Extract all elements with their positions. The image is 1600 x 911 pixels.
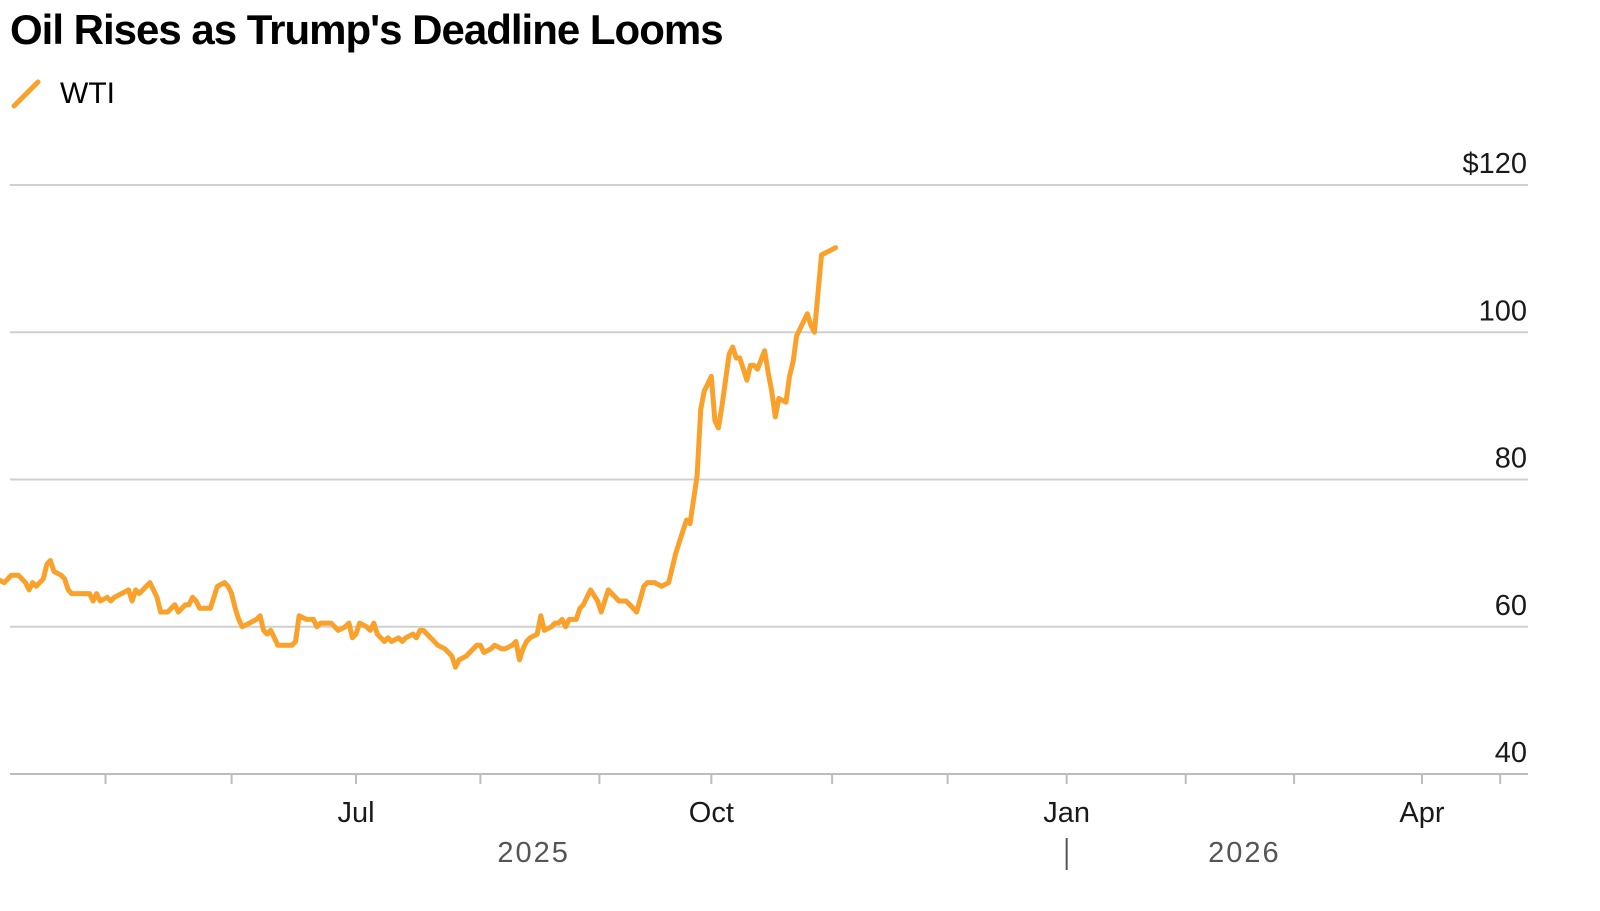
y-tick-label-80: 80 (1495, 443, 1527, 475)
y-tick-label-40: 40 (1495, 737, 1527, 769)
year-label-2025: 2025 (497, 837, 570, 869)
legend-label-wti: WTI (60, 77, 115, 110)
y-tick-label-100: 100 (1479, 295, 1527, 327)
y-tick-label-120: $120 (1462, 148, 1527, 180)
x-tick-label-jul: Jul (337, 797, 374, 829)
y-tick-label-60: 60 (1495, 590, 1527, 622)
legend-line-icon (11, 79, 41, 109)
legend: WTI (10, 74, 115, 114)
x-tick-label-oct: Oct (689, 797, 734, 829)
chart-title: Oil Rises as Trump's Deadline Looms (10, 6, 724, 53)
series-line-wti (0, 245, 839, 670)
x-tick-label-apr: Apr (1399, 797, 1444, 829)
year-label-2026: 2026 (1208, 837, 1281, 869)
x-tick-label-jan: Jan (1043, 797, 1090, 829)
